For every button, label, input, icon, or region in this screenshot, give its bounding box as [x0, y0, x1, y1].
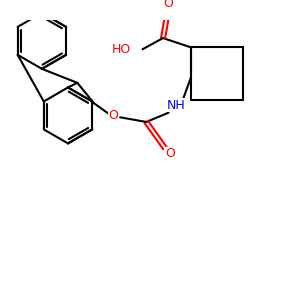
Text: O: O: [166, 147, 176, 160]
Text: HO: HO: [112, 43, 131, 56]
Text: O: O: [109, 109, 118, 122]
Text: NH: NH: [167, 99, 185, 112]
Text: O: O: [163, 0, 172, 10]
